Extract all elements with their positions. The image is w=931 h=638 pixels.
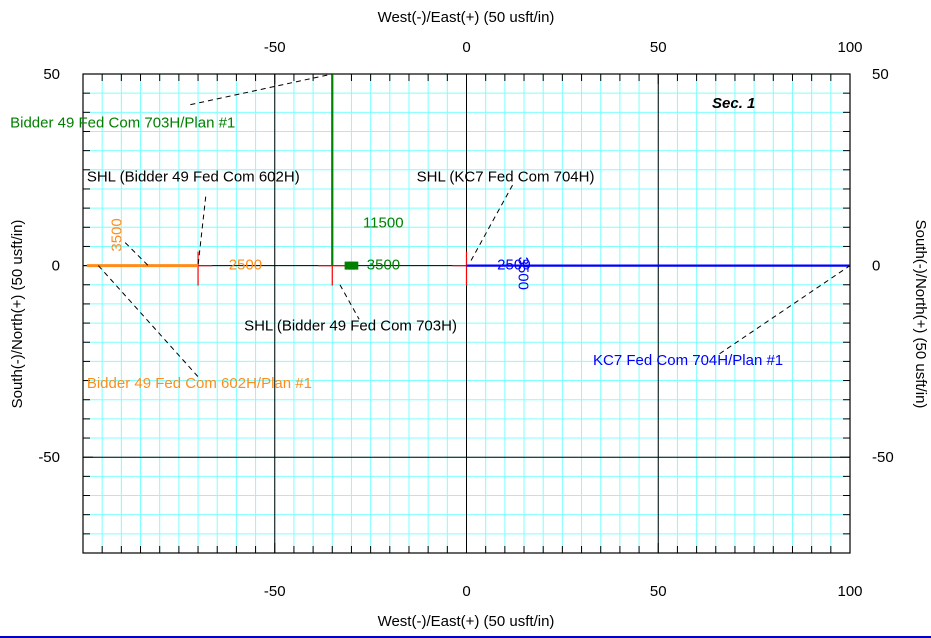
- series-name-label: Bidder 49 Fed Com 703H/Plan #1: [10, 115, 235, 132]
- survey-station-marker: [344, 261, 351, 270]
- x-tick-label-top: 50: [650, 39, 667, 56]
- annotations: Bidder 49 Fed Com 602H/Plan #1 Bidder 49 …: [10, 73, 851, 392]
- x-tick-label-top: -50: [264, 39, 286, 56]
- md-label: 11500: [363, 214, 404, 231]
- bottom-border: [0, 636, 931, 638]
- series-name-label: Bidder 49 Fed Com 602H/Plan #1: [87, 375, 312, 392]
- well-paths: [86, 74, 850, 286]
- y-tick-label-left: 50: [43, 66, 60, 83]
- y-tick-label-left: -50: [38, 449, 60, 466]
- survey-station-marker: [352, 261, 359, 270]
- y-tick-label-left: 0: [52, 258, 60, 275]
- x-tick-label-top: 0: [462, 39, 470, 56]
- md-label: 2500: [497, 256, 530, 273]
- leader-line: [190, 73, 333, 106]
- survey-station-marker: [348, 261, 355, 270]
- axes: -50 -50 0 0 50 50 100 100 -50 -50 0 0 50 50: [38, 39, 893, 600]
- y-tick-label-right: -50: [872, 449, 894, 466]
- shl-label: SHL (KC7 Fed Com 704H): [417, 168, 595, 185]
- y-axis-title-right: South(-)/North(+) (50 usft/in): [912, 220, 929, 409]
- series-name-label: KC7 Fed Com 704H/Plan #1: [593, 352, 783, 369]
- grid: [82, 73, 851, 554]
- leader-line: [124, 242, 149, 266]
- leader-line: [197, 196, 207, 266]
- x-tick-label-bottom: 50: [650, 583, 667, 600]
- md-label: 3500: [367, 256, 400, 273]
- md-label: 3500: [514, 257, 531, 290]
- shl-label: SHL (Bidder 49 Fed Com 703H): [244, 318, 457, 335]
- x-axis-title-bottom: West(-)/East(+) (50 usft/in): [378, 613, 555, 630]
- y-axis-title-left: South(-)/North(+) (50 usft/in): [9, 220, 26, 409]
- shl-label: SHL (Bidder 49 Fed Com 602H): [87, 168, 300, 185]
- x-axis-title-top: West(-)/East(+) (50 usft/in): [378, 9, 555, 26]
- leader-line: [469, 184, 513, 263]
- y-tick-label-right: 50: [872, 66, 889, 83]
- x-tick-label-bottom: -50: [264, 583, 286, 600]
- md-label: 2500: [229, 256, 262, 273]
- leader-line: [339, 284, 360, 320]
- y-tick-label-right: 0: [872, 258, 880, 275]
- md-label: 3500: [108, 218, 125, 251]
- leader-line: [97, 265, 199, 378]
- x-tick-label-bottom: 0: [462, 583, 470, 600]
- section-label: Sec. 1: [712, 95, 755, 112]
- x-tick-label-top: 100: [837, 39, 862, 56]
- x-tick-label-bottom: 100: [837, 583, 862, 600]
